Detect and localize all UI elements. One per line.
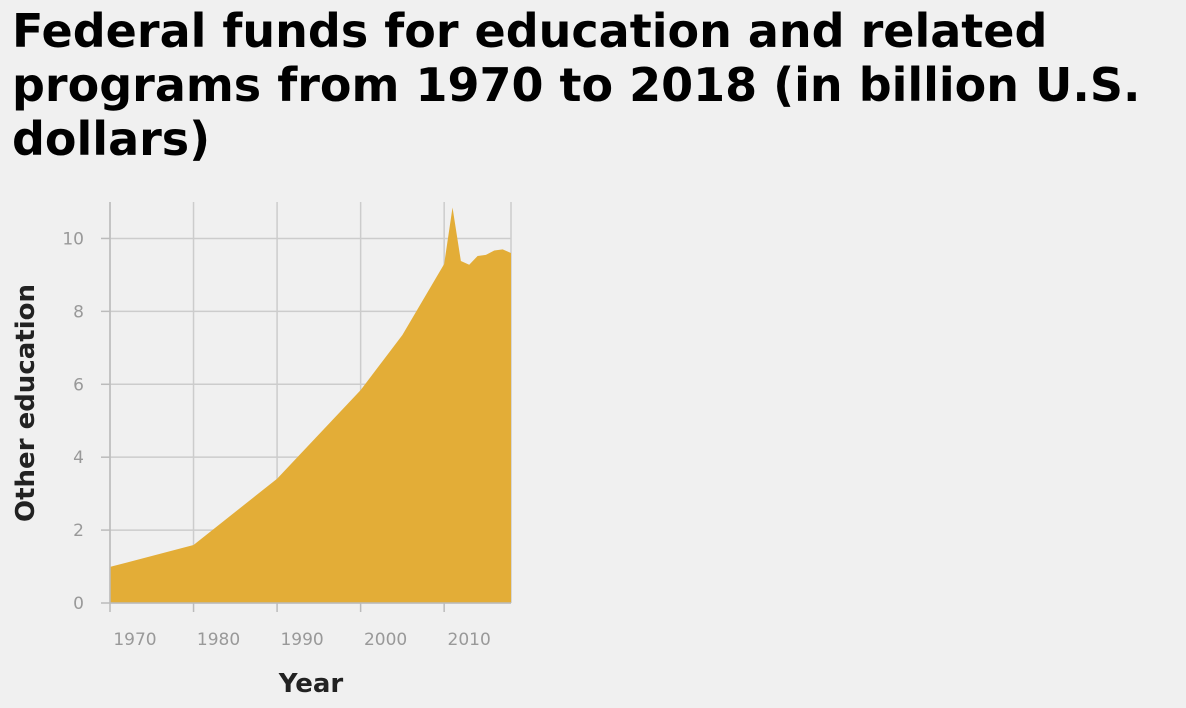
y-tick-label: 10: [62, 229, 84, 249]
y-tick-label: 8: [73, 302, 84, 322]
x-tick-label: 1980: [197, 630, 240, 650]
y-axis-label: Other education: [11, 284, 41, 522]
y-tick-label: 0: [73, 594, 84, 614]
series-area: [110, 207, 511, 603]
y-tick-label: 6: [73, 375, 84, 395]
x-tick-label: 1970: [113, 630, 156, 650]
y-tick-label: 2: [73, 521, 84, 541]
tick-labels: 1970 1980 1990 2000 2010 0 2 4 6 8 10: [62, 229, 490, 650]
x-tick-label: 1990: [280, 630, 323, 650]
x-tick-label: 2010: [448, 630, 491, 650]
axes: [101, 202, 511, 612]
chart-title: Federal funds for education and related …: [12, 4, 1141, 166]
x-tick-label: 2000: [364, 630, 407, 650]
y-tick-label: 4: [73, 448, 84, 468]
x-axis-label: Year: [278, 669, 344, 699]
